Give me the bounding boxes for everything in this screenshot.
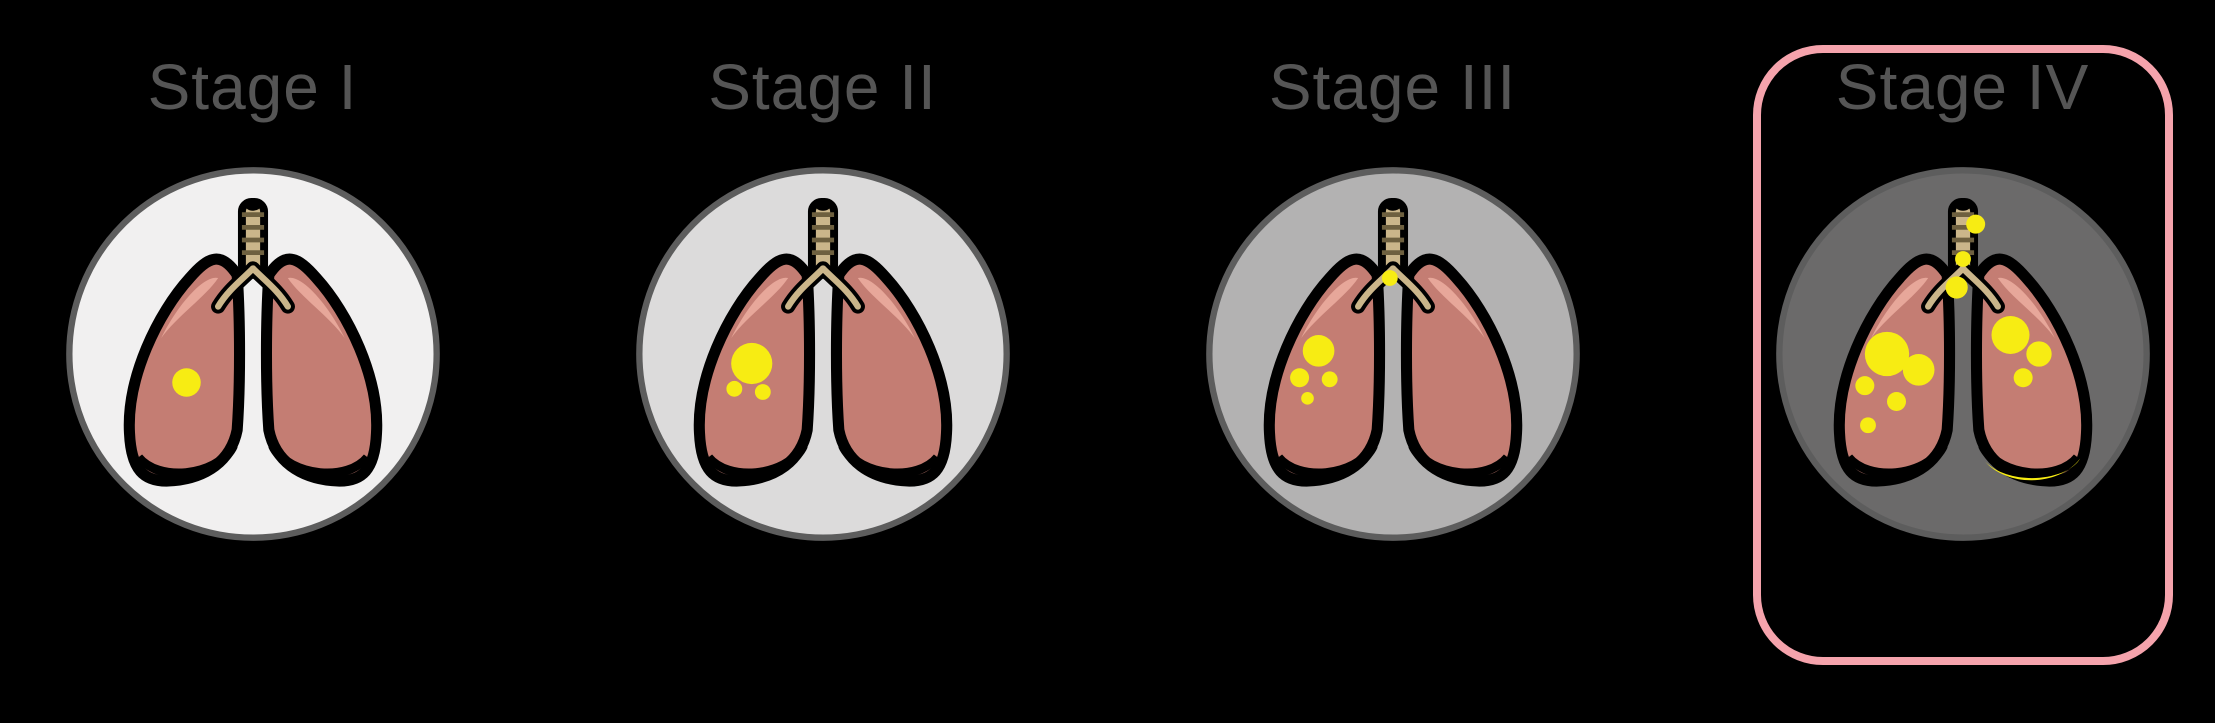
lungs-icon xyxy=(1773,164,2153,544)
stage-label: Stage I xyxy=(148,50,358,124)
stage-circle xyxy=(43,144,463,564)
lungs-icon xyxy=(633,164,1013,544)
stage-2: Stage II xyxy=(583,50,1063,564)
lungs-icon xyxy=(63,164,443,544)
stage-circle xyxy=(1753,144,2173,564)
stages-row: Stage I Stage II xyxy=(0,0,2215,564)
stage-circle xyxy=(613,144,1033,564)
stage-label: Stage IV xyxy=(1836,50,2090,124)
stage-label: Stage II xyxy=(708,50,937,124)
stage-4: Stage IV xyxy=(1723,50,2203,564)
stage-1: Stage I xyxy=(13,50,493,564)
stage-label: Stage III xyxy=(1269,50,1516,124)
lungs-icon xyxy=(1203,164,1583,544)
stage-circle xyxy=(1183,144,1603,564)
stage-3: Stage III xyxy=(1153,50,1633,564)
